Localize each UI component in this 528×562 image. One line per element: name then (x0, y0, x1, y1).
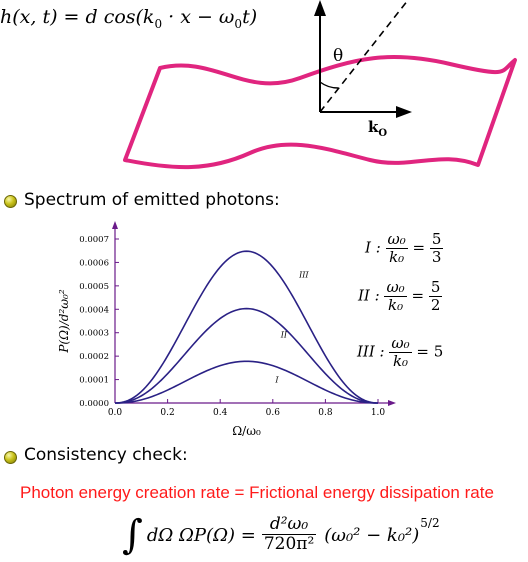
x-axis-label: Ω/ω₀ (232, 424, 261, 438)
y-tick-label: 0.0005 (79, 282, 109, 292)
y-tick-label: 0.0000 (79, 399, 109, 409)
k0-label: kO (368, 118, 387, 139)
legend-value-den-I: 3 (431, 247, 442, 266)
y-tick-label: 0.0002 (79, 352, 109, 362)
legend-value-num-I: 5 (429, 230, 444, 249)
theta-arc (319, 81, 339, 89)
legend-den-III: k₀ (392, 351, 409, 370)
legend-frac-III: ω₀ k₀ (389, 334, 412, 370)
series-line-I (114, 360, 379, 404)
wavy-sheet (123, 55, 517, 170)
bullet-icon (4, 195, 17, 208)
x-tick-label: 0.4 (213, 408, 228, 418)
integral-integrand: dΩ ΩP(Ω) = (146, 524, 256, 546)
integral-exponent: 5/2 (420, 516, 440, 530)
series-label-II: II (280, 331, 288, 340)
wave-equation-sub: 0 (154, 16, 163, 31)
y-tick-label: 0.0007 (79, 235, 109, 245)
energy-rate-statement: Photon energy creation rate = Frictional… (20, 483, 494, 502)
y-tick-label: 0.0003 (79, 329, 109, 339)
legend-value-num-II: 5 (428, 278, 443, 297)
section-consistency-title: Consistency check: (24, 445, 188, 465)
legend-roman-I: I (365, 238, 371, 257)
wave-equation-lhs: h(x, t) = d cos(k (0, 6, 155, 28)
integral-equation: ∫ dΩ ΩP(Ω) = d²ω₀ 720π² (ω₀² − k₀²) 5/2 (122, 510, 440, 560)
k0-arrowhead (396, 106, 412, 118)
legend-num-II: ω₀ (384, 278, 407, 297)
integral-fraction: d²ω₀ 720π² (261, 515, 317, 555)
bullet-icon (4, 451, 17, 464)
integral-fraction-den: 720π² (263, 534, 315, 555)
wave-equation-tail: t) (242, 6, 258, 28)
y-axis-arrowhead (112, 221, 118, 229)
series-line-II (114, 307, 379, 404)
legend-value-III: 5 (433, 342, 444, 361)
series-label-III: III (298, 271, 309, 280)
wave-equation: h(x, t) = d cos(k0 · x − ω0t) (0, 6, 257, 31)
series-label-I: I (274, 375, 279, 384)
integral-fraction-num: d²ω₀ (261, 515, 317, 536)
y-tick-label: 0.0006 (79, 258, 109, 268)
legend-frac-I: ω₀ k₀ (385, 230, 408, 266)
y-tick-label: 0.0004 (79, 305, 109, 315)
legend-value-den-II: 2 (430, 295, 441, 314)
legend-num-I: ω₀ (385, 230, 408, 249)
section-spectrum-title: Spectrum of emitted photons: (24, 190, 280, 210)
legend-den-II: k₀ (388, 295, 404, 314)
wave-equation-rest: · x − ω (162, 6, 235, 28)
x-tick-label: 0.2 (160, 408, 174, 418)
legend-roman-II: II (358, 286, 370, 305)
x-tick-label: 0.0 (108, 408, 123, 418)
vertical-axis-arrowhead (314, 0, 326, 16)
y-axis-label: P(Ω)/d²ω₀² (57, 289, 71, 354)
legend-den-I: k₀ (389, 247, 405, 266)
x-tick-label: 0.8 (318, 408, 333, 418)
legend-roman-III: III (357, 342, 375, 361)
legend-frac-II: ω₀ k₀ (384, 278, 407, 314)
theta-label: θ (333, 46, 344, 66)
wave-equation-sub2: 0 (234, 16, 243, 31)
y-tick-label: 0.0001 (79, 376, 109, 386)
legend-num-III: ω₀ (389, 334, 412, 353)
legend-formula-III: III : ω₀ k₀ = 5 (357, 334, 444, 370)
photon-spectrum-chart: 0.0 0.2 0.4 0.6 0.8 1.0 0.0000 0.0001 0.0002 0.00… (57, 221, 396, 438)
integral-sign: ∫ (122, 512, 143, 558)
k0-label-sub: O (378, 128, 388, 139)
sheet-diagram (123, 0, 517, 170)
integral-tail: (ω₀² − k₀²) (324, 524, 420, 546)
x-tick-label: 0.6 (266, 408, 281, 418)
series-line-III (114, 250, 379, 404)
k0-label-main: k (368, 118, 379, 136)
x-tick-label: 1.0 (371, 408, 386, 418)
x-axis-arrowhead (388, 400, 396, 406)
